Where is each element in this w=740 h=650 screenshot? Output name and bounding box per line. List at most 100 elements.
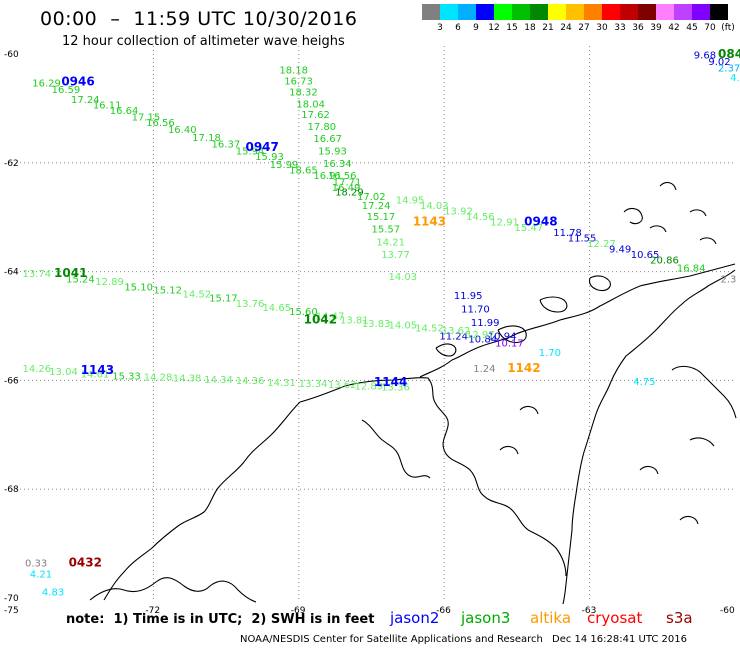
swh-value: 15.57 [372,224,401,235]
swh-value: 18.65 [289,166,318,177]
swh-value: 17.71 [333,178,362,189]
swh-value: 13.81 [340,315,369,326]
swh-value: 14.05 [388,321,417,332]
legend-label: 42 [668,23,680,33]
swh-value: 12.89 [95,277,124,288]
legend-label: 21 [542,23,554,33]
swh-value: 16.11 [93,100,122,111]
swh-value: 1.24 [473,364,495,375]
footer-date: Dec 14 16:28:41 UTC 2016 [552,634,687,645]
footer-source: NOAA/NESDIS Center for Satellite Applica… [240,634,543,645]
swh-value: 13.62 [328,380,357,391]
swh-value: 13.83 [362,319,391,330]
swh-value: 13.04 [49,367,78,378]
legend-jason2: jason2 [390,609,440,627]
swh-value: 13.92 [444,206,473,217]
swh-value: 11.24 [439,332,468,343]
swh-value: 14.03 [388,272,417,283]
legend-label: 70 [704,23,716,33]
swh-value: 16.29 [32,79,61,90]
lon-tick-label: -69 [291,606,306,616]
lat-tick-label: -70 [4,594,19,604]
swh-value: 16.34 [323,159,352,170]
note-text: note: 1) Time is in UTC; 2) SWH is in fe… [66,612,375,627]
antarctic-peninsula-coastline [89,181,737,605]
legend-label: 36 [632,23,644,33]
legend-label: 30 [596,23,608,33]
swh-value: 14.52 [415,323,444,334]
swh-value: 13.77 [381,250,410,261]
lon-tick-label: -66 [436,606,451,616]
swh-value: 11.99 [471,318,500,329]
swh-value: 17.62 [301,110,330,121]
lon-tick-label: -72 [145,606,160,616]
legend-label: 12 [488,23,500,33]
swh-value: 13.62 [442,326,471,337]
lon-tick-label: -75 [4,606,19,616]
pass-time: 0947 [245,140,278,154]
legend-label: 24 [560,23,572,33]
swh-value: 16.59 [52,85,81,96]
legend-label: 33 [614,23,626,33]
swh-value: 0.33 [25,558,47,569]
lat-tick-label: -62 [4,159,19,169]
swh-value: 15.93 [255,152,284,163]
swh-value: 17.24 [71,95,100,106]
lon-tick-label: -60 [720,606,735,616]
swh-value: 15.17 [209,294,238,305]
swh-value: 14.03 [420,201,449,212]
swh-value: 18.29 [335,187,364,198]
swh-value: 15.99 [270,160,299,171]
swh-value: 14.34 [204,375,233,386]
swh-value: 2.37 [718,63,740,74]
swh-value: 12.27 [587,239,616,250]
swh-value: 10.94 [488,332,517,343]
legend-label: 27 [578,23,590,33]
swh-value: 9.49 [609,245,631,256]
swh-value: 17.24 [362,201,391,212]
swh-value: 18.04 [296,99,325,110]
pass-time: 0946 [61,75,94,89]
swh-value: 14.47 [316,311,345,322]
swh-value: 4.21 [30,569,52,580]
swh-value: 11.70 [461,304,490,315]
legend-cryosat: cryosat [587,609,643,627]
swh-value: 14.31 [267,378,296,389]
legend-swatch [710,4,729,20]
lat-tick-label: -66 [4,376,19,386]
pass-time: 1042 [304,312,337,326]
swh-value: 15.24 [66,274,95,285]
pass-time: 1144 [374,375,407,389]
map-subtitle: 12 hour collection of altimeter wave hei… [62,34,345,49]
swh-value: 2.3 [720,274,736,285]
swh-value: 16.40 [168,125,197,136]
pass-time: 084 [718,47,740,61]
swh-value: 16.56 [146,118,175,129]
swh-value: 17.80 [308,122,337,133]
swh-value: 15.12 [153,285,182,296]
legend-altika: altika [530,609,572,627]
swh-value: 16.64 [110,106,139,117]
lat-tick-label: -60 [4,50,19,60]
swh-value: 16.84 [677,264,706,275]
swh-value: 14.26 [23,364,52,375]
lon-tick-label: -63 [582,606,597,616]
swh-value: 16.67 [313,134,342,145]
legend-label: (ft) [721,23,735,33]
swh-value: 15.93 [318,147,347,158]
lat-tick-label: -68 [4,485,19,495]
swh-value: 16.56 [328,171,357,182]
swh-observations: 16.2916.5917.2416.1116.6417.1516.5616.40… [23,50,740,598]
swh-value: 16.73 [284,76,313,87]
legend-label: 3 [437,23,443,33]
legend-label: 6 [455,23,461,33]
swh-value: 12.97 [466,330,495,341]
legend-jason3: jason3 [461,609,511,627]
lat-lon-grid [8,46,735,600]
map-title: 00:00 – 11:59 UTC 10/30/2016 [40,8,358,30]
swh-value: 13.34 [299,379,328,390]
legend-label: 45 [686,23,698,33]
swh-value: 4.83 [42,587,64,598]
swh-value: 18.18 [279,66,308,77]
swh-value: 10.17 [495,339,524,350]
